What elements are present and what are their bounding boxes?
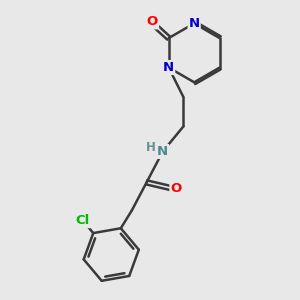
Text: O: O: [147, 15, 158, 28]
Text: N: N: [157, 145, 168, 158]
Text: N: N: [163, 61, 174, 74]
Text: H: H: [146, 141, 155, 154]
Text: Cl: Cl: [76, 214, 90, 227]
Text: N: N: [189, 17, 200, 30]
Text: O: O: [170, 182, 182, 195]
